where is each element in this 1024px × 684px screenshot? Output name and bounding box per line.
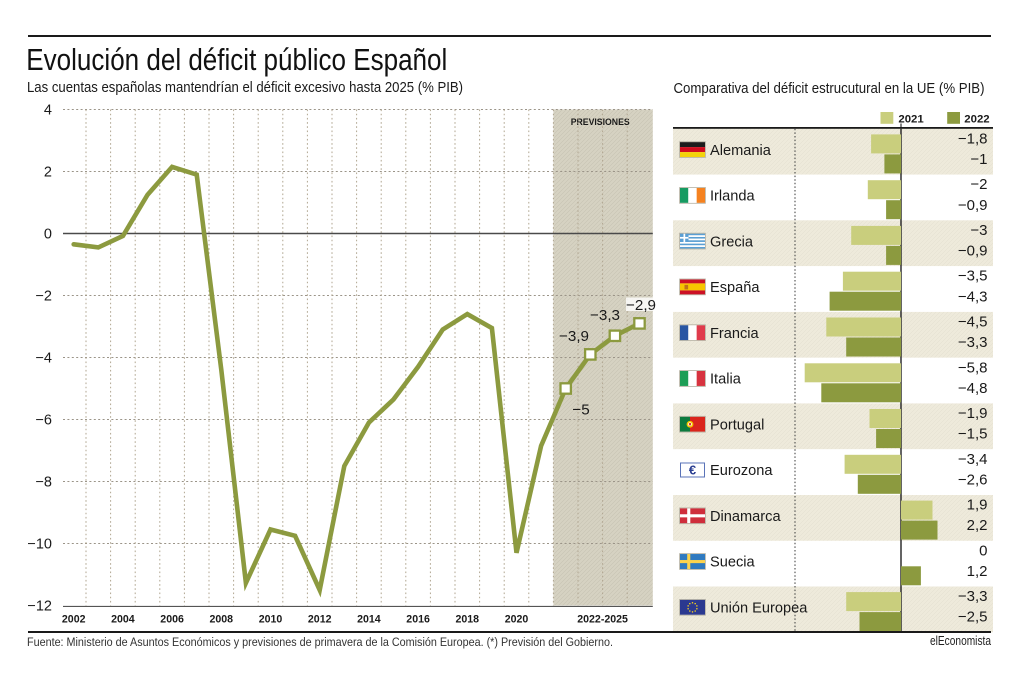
- svg-text:−3,3: −3,3: [590, 307, 620, 324]
- svg-text:2020: 2020: [505, 613, 529, 625]
- svg-text:−3,9: −3,9: [559, 328, 589, 345]
- svg-text:−0,9: −0,9: [958, 197, 988, 214]
- svg-text:2008: 2008: [210, 613, 234, 625]
- svg-text:2016: 2016: [406, 613, 430, 625]
- svg-text:−8: −8: [35, 475, 52, 491]
- svg-text:Unión Europea: Unión Europea: [710, 601, 808, 617]
- svg-text:1,2: 1,2: [967, 563, 988, 580]
- svg-text:−1: −1: [970, 151, 987, 168]
- svg-text:−4,5: −4,5: [958, 314, 988, 331]
- svg-text:−2,6: −2,6: [958, 471, 988, 488]
- svg-text:elEconomista: elEconomista: [930, 633, 992, 648]
- svg-text:2,2: 2,2: [967, 517, 988, 534]
- svg-text:4: 4: [44, 103, 52, 119]
- svg-text:−2: −2: [970, 176, 987, 193]
- svg-text:2021: 2021: [898, 114, 924, 126]
- svg-text:−0,9: −0,9: [958, 243, 988, 260]
- svg-text:−12: −12: [27, 599, 52, 615]
- svg-text:−4: −4: [35, 351, 52, 367]
- svg-text:2: 2: [44, 165, 52, 181]
- svg-text:€: €: [689, 463, 696, 478]
- svg-text:España: España: [710, 280, 760, 296]
- svg-text:−5,8: −5,8: [958, 359, 988, 376]
- svg-text:2018: 2018: [456, 613, 480, 625]
- svg-text:2012: 2012: [308, 613, 332, 625]
- svg-text:2022-2025: 2022-2025: [577, 613, 628, 625]
- svg-text:Evolución del déficit público: Evolución del déficit público Español: [26, 43, 447, 77]
- svg-text:−6: −6: [35, 413, 52, 429]
- svg-text:−4,8: −4,8: [958, 380, 988, 397]
- svg-text:−4,3: −4,3: [958, 288, 988, 305]
- svg-text:−2,5: −2,5: [958, 609, 988, 626]
- svg-text:Eurozona: Eurozona: [710, 463, 773, 479]
- svg-text:Francia: Francia: [710, 326, 760, 342]
- svg-text:2002: 2002: [62, 613, 86, 625]
- svg-text:0: 0: [44, 227, 52, 243]
- svg-text:−1,9: −1,9: [958, 405, 988, 422]
- svg-text:−5: −5: [572, 402, 589, 419]
- svg-text:2014: 2014: [357, 613, 381, 625]
- svg-text:Dinamarca: Dinamarca: [710, 509, 781, 525]
- svg-text:Portugal: Portugal: [710, 417, 764, 433]
- svg-text:−1,8: −1,8: [958, 130, 988, 147]
- svg-text:Grecia: Grecia: [710, 234, 754, 250]
- svg-text:−3,3: −3,3: [958, 588, 988, 605]
- svg-text:Las cuentas españolas mantendr: Las cuentas españolas mantendrían el déf…: [27, 79, 463, 96]
- svg-text:1,9: 1,9: [967, 497, 988, 514]
- svg-text:Fuente: Ministerio de Asuntos: Fuente: Ministerio de Asuntos Económicos…: [27, 635, 613, 649]
- svg-text:2006: 2006: [160, 613, 184, 625]
- svg-text:Comparativa del déficit estruc: Comparativa del déficit estrucutural en …: [674, 80, 985, 97]
- svg-text:−3,3: −3,3: [958, 334, 988, 351]
- svg-text:−1,5: −1,5: [958, 426, 988, 443]
- svg-text:Irlanda: Irlanda: [710, 189, 756, 205]
- svg-text:0: 0: [979, 542, 987, 559]
- svg-text:Suecia: Suecia: [710, 555, 756, 571]
- svg-text:−3,5: −3,5: [958, 268, 988, 285]
- svg-text:−3,4: −3,4: [958, 451, 988, 468]
- svg-text:−2,9: −2,9: [626, 297, 656, 314]
- svg-text:−2: −2: [35, 289, 52, 305]
- svg-text:−10: −10: [27, 537, 52, 553]
- svg-text:PREVISIONES: PREVISIONES: [571, 117, 630, 127]
- svg-text:2010: 2010: [259, 613, 283, 625]
- svg-text:2004: 2004: [111, 613, 135, 625]
- svg-text:Alemania: Alemania: [710, 143, 772, 159]
- svg-text:−3: −3: [970, 222, 987, 239]
- svg-text:2022: 2022: [964, 114, 989, 126]
- svg-text:Italia: Italia: [710, 372, 742, 388]
